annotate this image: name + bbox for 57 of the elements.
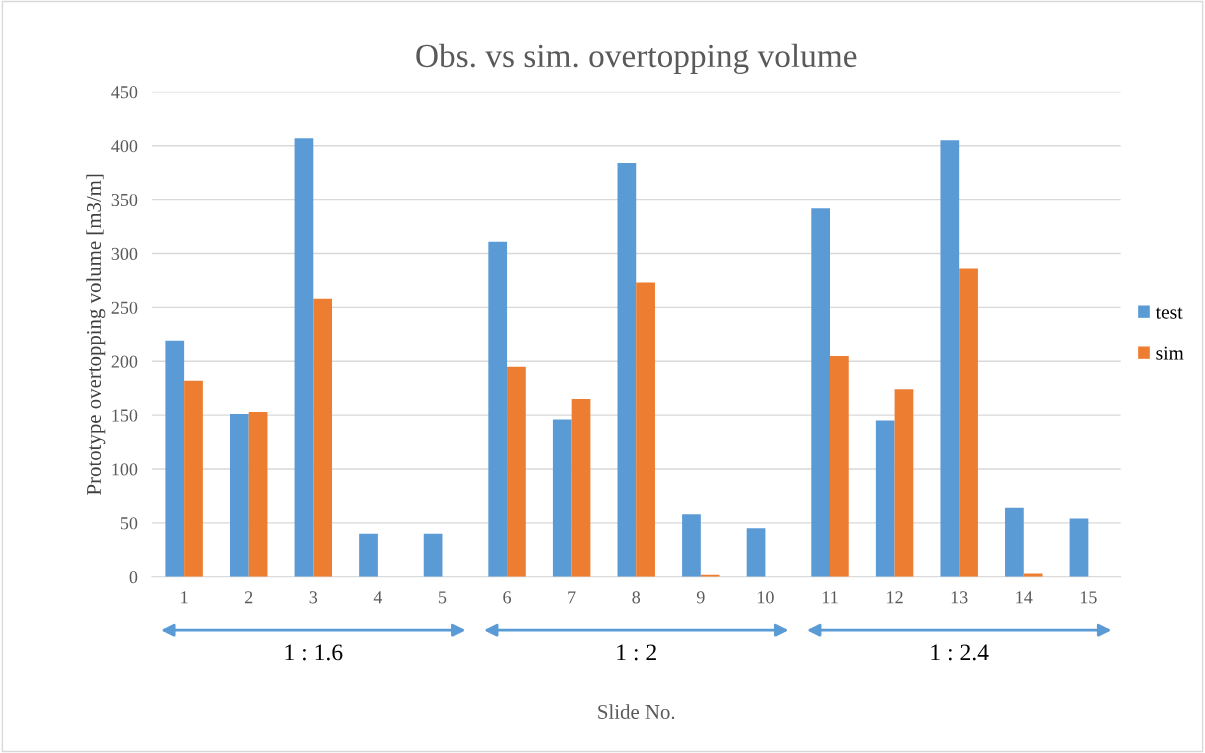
y-tick-label: 100 (112, 463, 138, 476)
y-tick-label: 0 (129, 571, 138, 584)
x-tick-label: 14 (1016, 591, 1033, 604)
y-tick-label: 450 (111, 86, 138, 99)
bar (229, 414, 249, 577)
legend-label: sim (1156, 346, 1184, 360)
bar (636, 282, 655, 577)
x-tick-label: 11 (822, 591, 838, 604)
bar (294, 138, 314, 577)
bar (423, 533, 443, 577)
x-tick-label: 6 (503, 591, 512, 604)
y-tick-label: 250 (111, 301, 138, 314)
chart-title: Obs. vs sim. overtopping volume (416, 43, 857, 75)
bar (488, 241, 508, 577)
bar (811, 208, 830, 577)
bar (313, 298, 333, 577)
bar (746, 528, 766, 577)
x-tick-label: 8 (632, 591, 641, 604)
y-tick-label: 300 (111, 247, 138, 260)
x-tick-label: 2 (244, 591, 253, 604)
x-tick-label: 13 (951, 591, 968, 604)
x-tick-label: 12 (887, 591, 903, 604)
bar (359, 533, 378, 577)
y-tick-label: 400 (111, 140, 138, 153)
x-tick-label: 5 (439, 591, 447, 604)
legend-label: test (1155, 307, 1183, 319)
bar (507, 366, 526, 577)
y-tick-label: 350 (111, 193, 138, 207)
bar (830, 355, 849, 577)
bar (940, 140, 960, 577)
bar (894, 389, 914, 577)
x-tick-label: 10 (757, 591, 774, 604)
x-tick-label: 4 (373, 591, 383, 604)
bar (1005, 507, 1024, 577)
x-tick-label: 1 (181, 591, 188, 604)
bar (248, 411, 268, 577)
x-axis-title: Slide No. (598, 704, 675, 720)
bar (1069, 518, 1089, 577)
text: 1 : 1.6 (285, 644, 343, 661)
y-tick-label: 200 (111, 355, 138, 368)
x-tick-label: 3 (309, 591, 318, 604)
y-axis-title: Prototype overtopping volume [m3/m] (86, 174, 106, 495)
bar (875, 420, 895, 577)
bar (571, 398, 591, 577)
x-tick-label: 15 (1080, 591, 1097, 604)
x-tick-label: 9 (696, 591, 705, 604)
x-tick-label: 7 (568, 591, 576, 604)
bar (552, 419, 572, 577)
bar (165, 340, 185, 577)
y-tick-label: 50 (120, 517, 138, 530)
bar (184, 380, 203, 577)
y-tick-label: 150 (112, 409, 138, 422)
bar (682, 514, 701, 577)
text: 1 : 2 (617, 644, 656, 661)
text: 1 : 2.4 (931, 644, 989, 661)
bar (959, 268, 978, 577)
bar (617, 162, 637, 577)
